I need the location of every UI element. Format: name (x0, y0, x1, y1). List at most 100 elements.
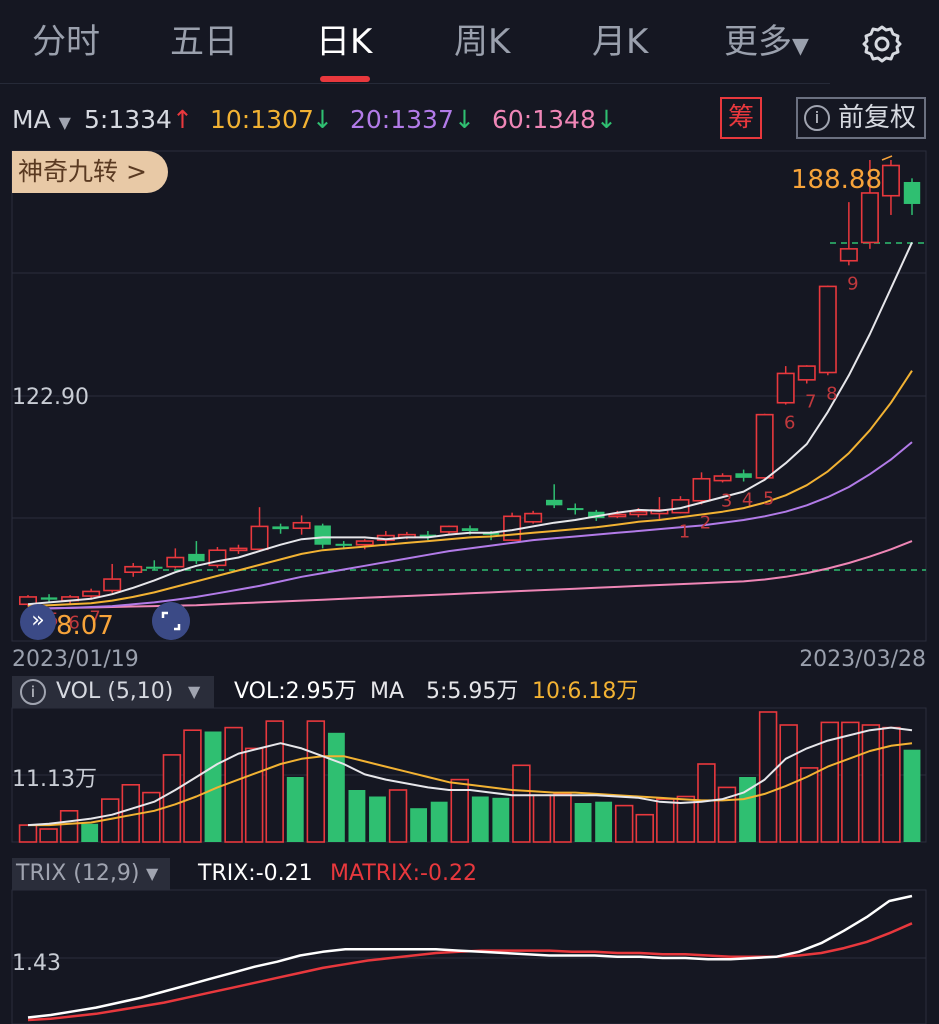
down-arrow-icon: ↓ (312, 105, 333, 134)
trix-line (27, 894, 913, 1019)
volume-selector-label: VOL (5,10) (56, 679, 174, 704)
candle-up (124, 565, 143, 573)
ma10-line (27, 370, 913, 608)
tab-five-day[interactable]: 五日 (170, 22, 238, 62)
volume-bar-down (204, 731, 222, 842)
active-tab-indicator (320, 76, 370, 82)
volume-bar-up (799, 767, 819, 843)
candle-down (903, 181, 921, 204)
nine-turn-label: 9 (847, 273, 858, 294)
volume-ma-label: MA (370, 679, 405, 704)
volume-header: i VOL (5,10) ▼ VOL:2.95万 MA 5:5.95万 10:6… (12, 676, 932, 708)
caret-down-icon: ▼ (146, 864, 159, 883)
volume-bar-up (553, 793, 572, 843)
volume-bar-up (820, 721, 839, 843)
caret-down-icon: ▼ (58, 113, 71, 132)
tab-intraday[interactable]: 分时 (32, 22, 100, 62)
candle-up (839, 248, 858, 262)
info-icon: i (804, 105, 830, 131)
price-high-label: 188.88 (791, 165, 882, 195)
magic-nine-turn-button[interactable]: 神奇九转 > (12, 151, 168, 193)
candle-down (545, 499, 563, 506)
candle-up (692, 477, 711, 502)
candle-down (188, 553, 205, 562)
volume-bar-down (595, 801, 613, 842)
ma-selector-label: MA (12, 105, 51, 134)
candle-up (103, 578, 122, 592)
volume-bar-up (244, 747, 264, 843)
nine-turn-label: 7 (805, 392, 816, 413)
ma60-line (27, 540, 913, 610)
tab-monthly-k[interactable]: 月K (592, 22, 649, 62)
down-arrow-icon: ↓ (596, 105, 617, 134)
trix-value: TRIX:-0.21 (198, 861, 313, 886)
volume-bar-up (306, 720, 326, 843)
volume-bar-up (265, 720, 284, 843)
volume-bar-down (410, 808, 428, 842)
candle-down (272, 526, 289, 530)
tab-weekly-k[interactable]: 周K (454, 22, 511, 62)
trix-selector-label: TRIX (12,9) (16, 861, 140, 886)
volume-bar-down (574, 803, 592, 842)
volume-bar-up (39, 828, 58, 843)
ma10-value: 10:1307 (210, 105, 314, 134)
volume-bar-up (512, 764, 531, 843)
volume-bar-up (614, 804, 634, 843)
nine-turn-label: 2 (700, 512, 711, 533)
volume-ma5-value: 5:5.95万 (426, 679, 519, 704)
trix-indicator-selector[interactable]: TRIX (12,9) ▼ (12, 858, 170, 890)
trix-axis-label: 1.43 (12, 951, 61, 976)
ma-selector[interactable]: MA ▼ (12, 100, 71, 143)
chip-distribution-button[interactable]: 筹 (720, 97, 762, 139)
volume-bar-up (59, 809, 79, 843)
tab-more-label: 更多 (724, 22, 792, 62)
volume-bar-up (388, 789, 408, 843)
candle-up (713, 475, 732, 482)
fullscreen-icon[interactable] (152, 602, 190, 640)
matrix-line (27, 922, 913, 1022)
volume-bar-down (471, 796, 489, 842)
volume-bar-up (861, 724, 881, 843)
volume-bar-up (779, 724, 798, 843)
candle-down (419, 534, 437, 537)
price-low-label: 8.07 (56, 611, 114, 641)
nine-turn-label: 4 (742, 490, 753, 511)
candle-down (314, 525, 331, 545)
candle-up (439, 525, 458, 533)
volume-bar-up (183, 729, 202, 843)
volume-bar-up (532, 794, 552, 843)
ma5-line (27, 241, 913, 606)
expand-icon[interactable]: » (20, 604, 56, 640)
candle-up (776, 372, 795, 404)
candle-down (735, 473, 752, 478)
gear-icon[interactable] (862, 24, 902, 64)
candle-down (146, 566, 163, 569)
volume-bar-down (81, 823, 99, 842)
date-end-label: 2023/03/28 (799, 647, 926, 672)
matrix-value: MATRIX:-0.22 (330, 861, 477, 886)
volume-ma10-line (28, 742, 913, 827)
volume-bar-down (903, 749, 921, 842)
volume-bar-up (676, 795, 696, 843)
tab-more[interactable]: 更多▼ (724, 18, 809, 71)
nine-turn-label: 5 (763, 489, 774, 510)
candle-down (588, 511, 605, 519)
volume-bar-up (18, 824, 38, 843)
candle-down (40, 597, 58, 600)
volume-ma10-value: 10:6.18万 (532, 679, 639, 704)
info-icon: i (20, 679, 46, 705)
volume-indicator-selector[interactable]: i VOL (5,10) ▼ (12, 676, 214, 708)
adjust-mode-button[interactable]: i 前复权 (796, 97, 926, 139)
volume-bar-down (348, 790, 366, 842)
volume-bar-up (224, 726, 243, 843)
nine-turn-label: 7 (89, 608, 100, 629)
volume-axis-label: 11.13万 (12, 767, 97, 792)
candle-up (524, 512, 543, 523)
volume-bar-up (450, 778, 469, 843)
candle-up (166, 556, 185, 568)
nine-turn-label: 1 (679, 522, 690, 543)
ma20-line (27, 441, 913, 610)
candle-up (292, 521, 311, 530)
tab-daily-k[interactable]: 日K (316, 22, 373, 62)
